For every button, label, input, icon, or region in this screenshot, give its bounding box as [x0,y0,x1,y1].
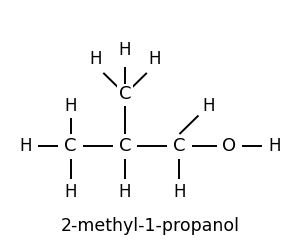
Text: C: C [173,137,186,155]
Text: H: H [202,98,215,115]
Text: H: H [89,50,102,68]
Text: C: C [119,85,131,103]
Text: H: H [19,137,32,155]
Text: H: H [64,98,77,115]
Text: H: H [64,184,77,201]
Text: H: H [148,50,161,68]
Text: 2-methyl-1-propanol: 2-methyl-1-propanol [61,217,239,234]
Text: C: C [64,137,77,155]
Text: O: O [222,137,236,155]
Text: H: H [268,137,281,155]
Text: C: C [119,137,131,155]
Text: H: H [173,184,186,201]
Text: H: H [119,184,131,201]
Text: H: H [119,41,131,59]
